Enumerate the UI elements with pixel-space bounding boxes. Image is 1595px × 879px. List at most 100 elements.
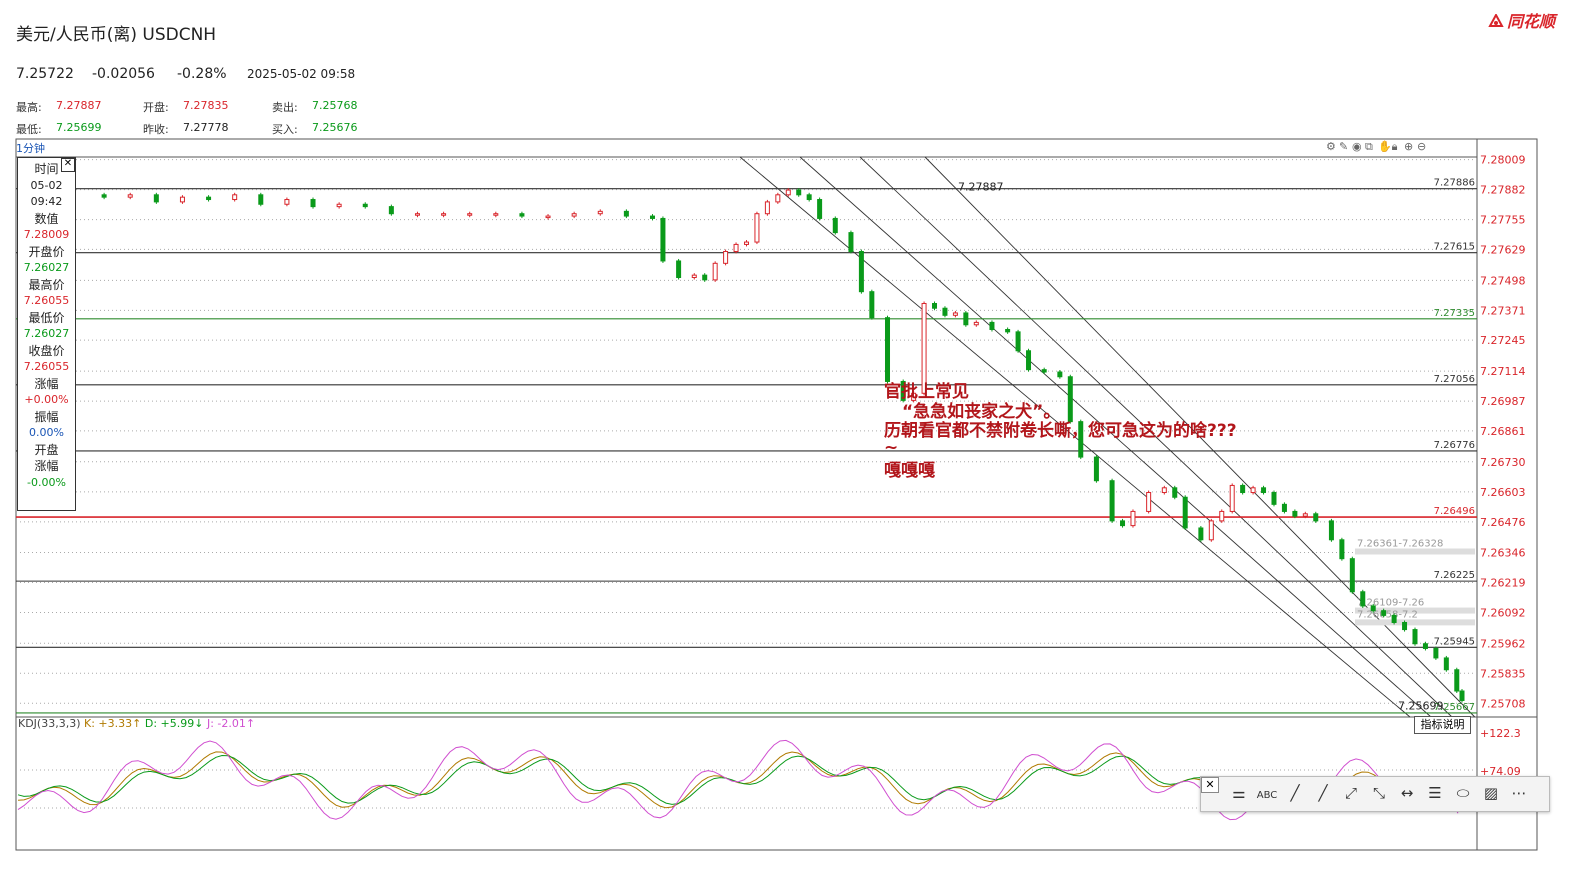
drawing-tool-icon[interactable]: ╱ <box>1318 784 1328 802</box>
drawing-tool-icon[interactable]: ⋯ <box>1511 784 1527 802</box>
drawing-tool-icon[interactable]: ⤡ <box>1372 784 1385 802</box>
chart-frame <box>15 138 1538 851</box>
zone-box <box>1355 619 1475 626</box>
stat-label: 最高: <box>16 101 42 114</box>
candle-body <box>1015 331 1021 352</box>
zone-label: 7.26361-7.26328 <box>1357 539 1443 550</box>
eye-icon[interactable]: ◉ <box>1352 140 1368 153</box>
clone-icon[interactable]: ⧉ <box>1365 140 1379 153</box>
candle-body <box>1433 647 1439 659</box>
candle-body <box>660 217 666 262</box>
candle-body <box>1250 487 1256 494</box>
zone-box <box>1355 607 1475 614</box>
crosshair-info-box: ✕ 时间 05-02 09:42 数值 7.28009 开盘价 7.26027 最高价 7.26… <box>17 157 76 511</box>
info-key: 时间 <box>34 162 59 176</box>
candle-body <box>869 291 875 319</box>
drawing-tool-icon[interactable]: ▨ <box>1483 784 1499 802</box>
candle-body <box>1109 480 1115 522</box>
candle-body <box>712 262 718 281</box>
candle-body <box>1146 492 1152 512</box>
minus-icon[interactable]: ⊖ <box>1417 140 1433 153</box>
candle-body <box>858 251 864 293</box>
drawing-tool-icon[interactable]: ☰ <box>1428 784 1442 802</box>
kdj-title: KDJ(33,3,3) <box>18 717 81 730</box>
info-key: 开盘 <box>34 442 59 457</box>
y-tick-label: 7.26861 <box>1480 425 1526 438</box>
annotation-line: 官批上常见 <box>884 382 969 402</box>
y-tick-label: 7.27245 <box>1480 334 1526 347</box>
candle-body <box>952 312 958 316</box>
drawing-tool-icon[interactable]: ⬭ <box>1456 784 1470 802</box>
logo-text: 同花顺 <box>1507 12 1556 31</box>
candle-body <box>848 232 854 253</box>
timeframe-label[interactable]: 1分钟 <box>16 142 45 155</box>
y-tick-label: 7.26092 <box>1480 607 1526 620</box>
stat-label: 买入: <box>272 123 298 136</box>
zone-label: 7.26058-7.2 <box>1357 609 1418 620</box>
stat-value: 7.27835 <box>183 99 229 112</box>
candle-body <box>1240 484 1246 494</box>
candle-body <box>388 206 394 215</box>
candle-body <box>754 213 760 243</box>
drawing-tool-icon[interactable]: ↔ <box>1400 784 1414 802</box>
hand-icon[interactable]: ✋ <box>1378 140 1398 153</box>
y-tick-label: 7.25708 <box>1480 697 1526 710</box>
candle-body <box>1292 510 1298 517</box>
y-tick-label: 7.27114 <box>1480 365 1526 378</box>
quote-datetime: 2025-05-02 09:58 <box>247 67 356 81</box>
y-tick-label: 7.25962 <box>1480 637 1526 650</box>
stat-label: 昨收: <box>143 123 169 136</box>
candle-body <box>1067 376 1073 423</box>
pen-icon[interactable]: ✎ <box>1339 140 1355 153</box>
y-tick-label: 7.27371 <box>1480 304 1526 317</box>
level-label: 7.27056 <box>1434 374 1475 385</box>
candle-body <box>1370 605 1376 612</box>
info-value: 05-02 <box>30 178 63 192</box>
drawing-tool-icon[interactable]: ⤢ <box>1344 784 1357 802</box>
info-value: 7.26055 <box>23 360 70 373</box>
close-icon[interactable]: ✕ <box>1201 777 1219 793</box>
zone-label: 7.26109-7.26 <box>1357 598 1424 609</box>
candle-body <box>258 194 264 205</box>
drawing-tool-icon[interactable]: ╱ <box>1290 784 1300 802</box>
candle-body <box>1093 456 1099 482</box>
info-value: +0.00% <box>24 393 69 406</box>
settings-icon[interactable]: ⚙ <box>1326 140 1342 153</box>
logo-icon <box>1488 14 1504 27</box>
candle-body <box>127 194 133 198</box>
info-key: 最低价 <box>28 310 65 325</box>
info-key: 最高价 <box>28 277 65 292</box>
zone-box <box>1355 548 1475 555</box>
current-price: 7.25722 <box>16 66 74 82</box>
level-label: 7.25667 <box>1434 702 1475 713</box>
candle-body <box>1057 371 1063 378</box>
y-tick-label: 7.27498 <box>1480 274 1526 287</box>
indicator-help-button[interactable]: 指标说明 <box>1414 716 1471 734</box>
candle-body <box>885 317 891 382</box>
drawing-tool-icon[interactable]: ⚌ <box>1232 784 1246 802</box>
kdj-j: J: -2.01↑ <box>206 717 256 730</box>
candle-body <box>1360 591 1366 607</box>
candle-body <box>832 217 838 234</box>
stat-value: 7.27887 <box>56 99 102 112</box>
candle-body <box>932 302 938 309</box>
candle-body <box>1182 496 1188 529</box>
level-label: 7.26496 <box>1434 506 1475 517</box>
candle-body <box>1402 621 1408 631</box>
lock-icon[interactable]: 🔒︎ <box>1391 140 1404 153</box>
drawing-tool-icon[interactable]: ABC <box>1256 790 1278 801</box>
candle-body <box>785 189 791 196</box>
info-value: 0.00% <box>29 426 64 439</box>
y-tick-label: 7.26219 <box>1480 577 1526 590</box>
y-tick-label: 7.25835 <box>1480 667 1526 680</box>
candle-body <box>310 199 316 208</box>
candle-body <box>1198 527 1204 541</box>
candle-body <box>284 199 290 205</box>
y-tick-label: 7.26346 <box>1480 547 1526 560</box>
close-icon[interactable]: ✕ <box>61 158 75 172</box>
y-tick-label: 7.27882 <box>1480 184 1526 197</box>
drawing-toolbar: ✕ ⚌ ABC ╱ ╱ ⤢ ⤡ ↔ ☰ ⬭ ▨ ⋯ <box>1200 776 1550 812</box>
candle-body <box>1208 520 1214 541</box>
plus-icon[interactable]: ⊕ <box>1404 140 1420 153</box>
